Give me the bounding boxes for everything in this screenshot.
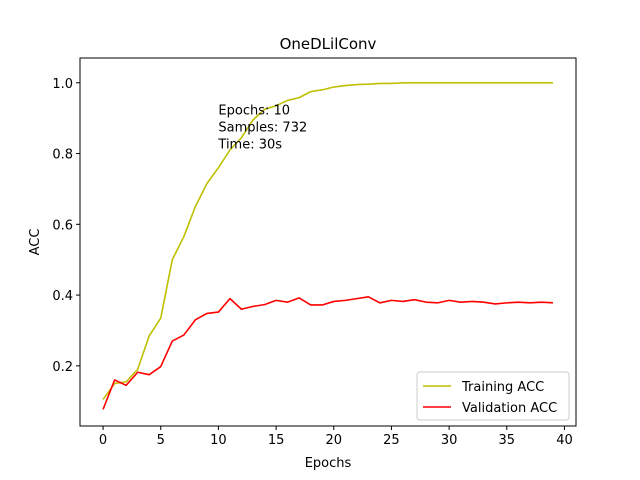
y-tick-label: 0.2 [52, 360, 73, 375]
annotation-line: Epochs: 10 [218, 104, 290, 119]
y-tick-label: 0.6 [52, 218, 73, 233]
x-axis-label: Epochs [305, 456, 352, 471]
x-tick-label: 0 [99, 433, 107, 448]
x-tick-label: 25 [383, 433, 400, 448]
plot-frame [79, 57, 577, 427]
legend-frame [416, 371, 570, 421]
y-tick-label: 1.0 [52, 77, 73, 92]
x-tick-label: 5 [157, 433, 165, 448]
x-tick-label: 10 [210, 433, 227, 448]
annotation-box: Epochs: 10 Samples: 732 Time: 30s [217, 104, 307, 153]
x-tick-label: 20 [325, 433, 342, 448]
annotation-line: Samples: 732 [218, 121, 307, 136]
x-axis: 0 5 10 15 20 25 30 35 40 [99, 426, 573, 448]
annotation-line: Time: 30s [217, 138, 282, 153]
x-tick-label: 15 [268, 433, 285, 448]
y-tick-label: 0.8 [52, 148, 73, 163]
series-line-1 [102, 296, 553, 410]
legend: Training ACC Validation ACC [416, 371, 570, 421]
y-axis: 0.2 0.4 0.6 0.8 1.0 [52, 77, 80, 375]
y-tick-label: 0.4 [52, 289, 73, 304]
x-tick-label: 30 [441, 433, 458, 448]
y-axis-label: ACC [28, 229, 43, 256]
chart-title: OneDLilConv [280, 35, 377, 53]
x-tick-label: 35 [499, 433, 516, 448]
x-tick-label: 40 [556, 433, 573, 448]
legend-label-0: Training ACC [461, 380, 544, 395]
legend-label-1: Validation ACC [462, 401, 557, 416]
series-line-0 [102, 81, 553, 400]
series-layer [102, 81, 553, 410]
